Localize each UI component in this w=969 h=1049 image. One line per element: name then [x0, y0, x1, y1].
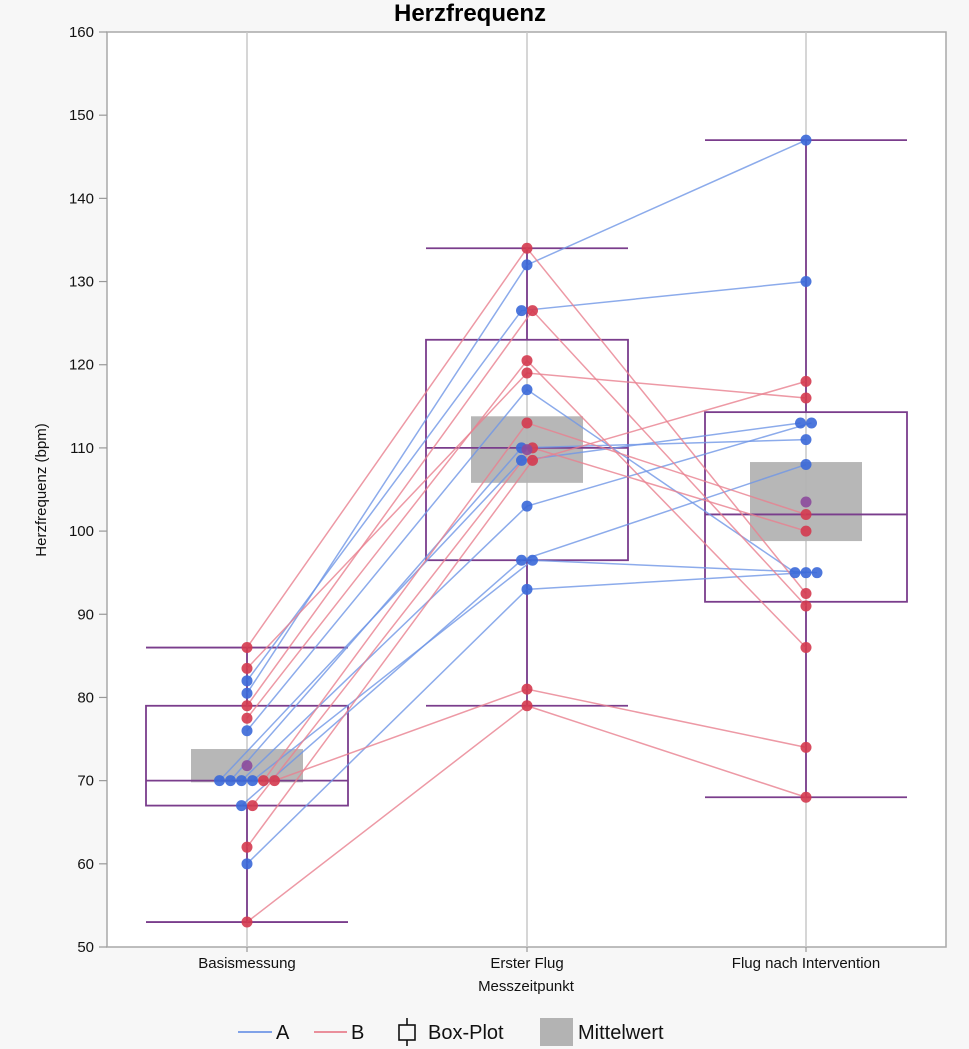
- mean-point: [800, 496, 812, 508]
- legend: A B Box-Plot Mittelwert: [238, 1018, 664, 1046]
- point-A: [800, 459, 812, 471]
- point-B: [258, 775, 269, 787]
- y-axis: 50 60 70 80 90 100 110 120 130 140 150 160: [69, 24, 107, 956]
- y-tick-label: 130: [69, 274, 94, 291]
- point-B: [269, 775, 280, 787]
- point-B: [521, 417, 533, 429]
- box-plot-icon: [398, 1024, 416, 1041]
- y-tick-label: 120: [69, 357, 94, 374]
- y-tick-label: 150: [69, 107, 94, 124]
- x-tick-label: Basismessung: [198, 955, 296, 972]
- mean-point: [241, 760, 253, 772]
- y-tick-label: 50: [77, 939, 94, 956]
- mean-swatch-icon: [540, 1018, 573, 1046]
- y-tick-label: 100: [69, 523, 94, 540]
- x-axis: Basismessung Erster Flug Flug nach Interve…: [198, 947, 880, 972]
- point-A: [236, 775, 247, 787]
- point-A: [521, 259, 533, 271]
- point-B: [800, 508, 812, 520]
- point-B: [521, 683, 533, 695]
- point-B: [521, 367, 533, 379]
- point-B: [800, 600, 812, 612]
- point-B: [241, 642, 253, 654]
- x-tick-label: Erster Flug: [490, 955, 563, 972]
- y-axis-title: Herzfrequenz (bpm): [33, 423, 50, 556]
- chart-title: Herzfrequenz: [394, 0, 546, 27]
- point-B: [527, 305, 538, 317]
- legend-label-boxplot: Box-Plot: [428, 1022, 504, 1044]
- point-A: [789, 567, 801, 579]
- y-tick-label: 140: [69, 190, 94, 207]
- point-A: [521, 583, 533, 595]
- point-A: [795, 417, 806, 429]
- point-A: [516, 554, 527, 566]
- y-tick-label: 70: [77, 773, 94, 790]
- point-A: [241, 858, 253, 870]
- point-B: [800, 525, 812, 537]
- point-B: [241, 662, 253, 674]
- point-A: [241, 675, 253, 687]
- point-B: [800, 392, 812, 404]
- point-B: [800, 375, 812, 387]
- point-A: [521, 384, 533, 396]
- point-B: [241, 700, 253, 712]
- point-A: [247, 775, 258, 787]
- point-B: [241, 712, 253, 724]
- y-tick-label: 90: [77, 606, 94, 623]
- point-B: [521, 242, 533, 254]
- legend-label-mean: Mittelwert: [578, 1022, 664, 1044]
- point-A: [214, 775, 225, 787]
- point-A: [800, 134, 812, 146]
- point-A: [800, 434, 812, 446]
- data-points: [214, 134, 823, 928]
- point-B: [800, 587, 812, 599]
- y-tick-label: 110: [70, 440, 94, 457]
- point-B: [247, 800, 258, 812]
- point-B: [241, 841, 253, 853]
- point-A: [516, 454, 527, 466]
- point-B: [527, 454, 538, 466]
- point-A: [236, 800, 247, 812]
- x-tick-label: Flug nach Intervention: [732, 955, 880, 972]
- point-A: [811, 567, 823, 579]
- legend-label-a: A: [276, 1022, 290, 1044]
- point-A: [225, 775, 236, 787]
- x-axis-title: Messzeitpunkt: [478, 978, 575, 995]
- point-A: [800, 276, 812, 288]
- point-A: [516, 305, 527, 317]
- point-B: [521, 355, 533, 367]
- point-A: [241, 725, 253, 737]
- point-B: [800, 791, 812, 803]
- point-B: [241, 916, 253, 928]
- point-A: [800, 567, 812, 579]
- point-B: [521, 700, 533, 712]
- mean-point: [521, 444, 533, 456]
- y-tick-label: 60: [77, 856, 94, 873]
- y-tick-label: 80: [77, 689, 94, 706]
- point-A: [241, 687, 253, 699]
- point-A: [521, 500, 533, 512]
- legend-label-b: B: [351, 1022, 364, 1044]
- point-B: [800, 741, 812, 753]
- mean-points: [241, 444, 812, 772]
- point-B: [800, 642, 812, 654]
- point-A: [527, 554, 538, 566]
- point-A: [806, 417, 817, 429]
- y-tick-label: 160: [69, 24, 94, 41]
